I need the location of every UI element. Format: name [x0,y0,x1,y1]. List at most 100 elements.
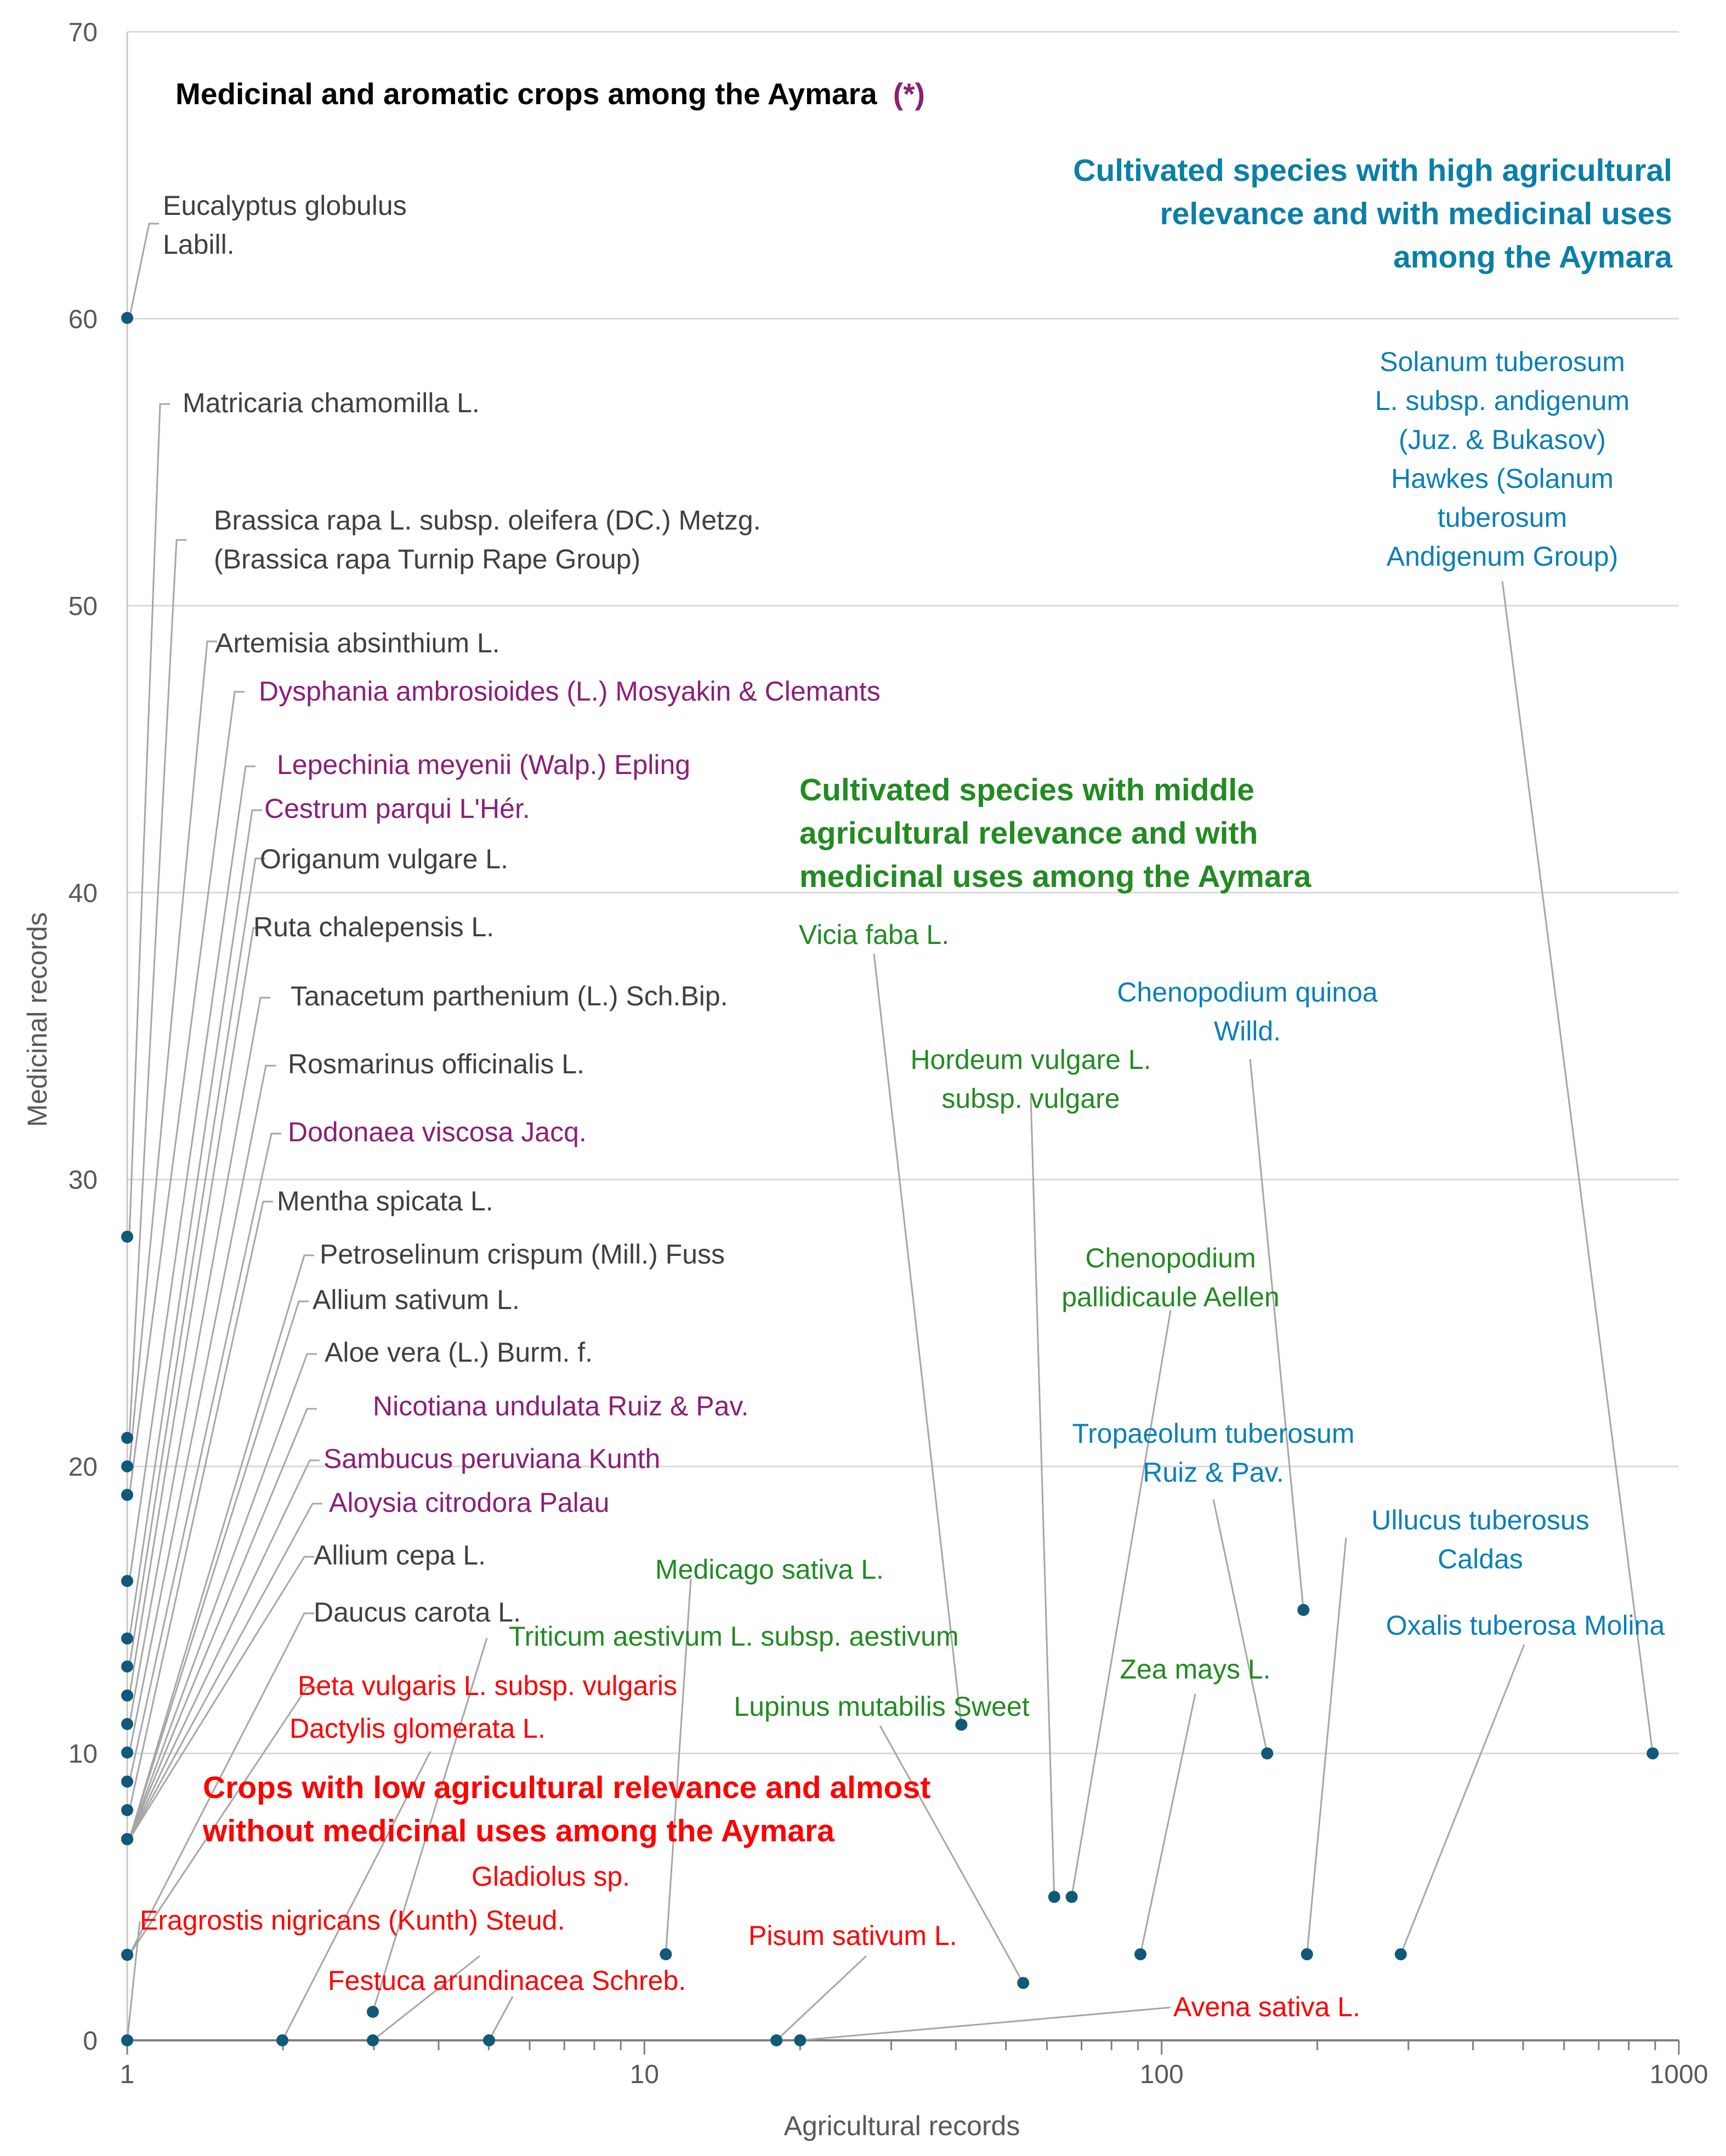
label-solanum-tuberosum-l-subsp-andigenum-juz-bukasov-hawkes-solanum-tuberosum-andigenum-group: Solanum tuberosum L. subsp. andigenum (Juz… [1375,346,1630,572]
point-origanum-vulgare-l[interactable] [121,1660,133,1673]
label-line: Gladiolus sp. [472,1861,630,1892]
label-mentha-spicata-l: Mentha spicata L. [277,1186,493,1216]
x-tick-label: 1000 [1650,2060,1708,2089]
y-tick-label: 50 [69,592,98,621]
label-line: Andigenum Group) [1387,541,1618,572]
point-beta-vulgaris-l-subsp-vulgaris[interactable] [121,1949,133,1961]
leader-line [1249,1059,1304,1611]
label-line: Caldas [1438,1544,1523,1574]
point-dactylis-glomerata-l[interactable] [276,2034,288,2046]
label-dactylis-glomerata-l: Dactylis glomerata L. [289,1713,546,1744]
label-line: Zea mays L. [1120,1654,1270,1685]
label-line: Petroselinum crispum (Mill.) Fuss [320,1239,725,1270]
leader-line [128,1353,317,1840]
leader-line [281,1751,432,2041]
label-cestrum-parqui-l-h-r: Cestrum parqui L'Hér. [264,793,530,824]
point-tropaeolum-tuberosum-ruiz-pav[interactable] [1261,1747,1274,1760]
label-matricaria-chamomilla-l: Matricaria chamomilla L. [183,388,480,418]
heading-high-relevance: Cultivated species with high agricultura… [1073,153,1673,275]
leader-line [1501,581,1654,1754]
label-gladiolus-sp: Gladiolus sp. [472,1861,630,1892]
y-tick-label: 40 [69,879,98,908]
point-dysphania-ambrosioides-l-mosyakin-clemants[interactable] [121,1489,133,1501]
point-eragrostis-nigricans-kunth-steud[interactable] [121,2034,133,2046]
point-lepechinia-meyenii-walp-epling[interactable] [121,1575,133,1587]
label-lepechinia-meyenii-walp-epling: Lepechinia meyenii (Walp.) Epling [277,749,690,780]
point-solanum-tuberosum-l-subsp-andigenum-juz-bukasov-hawkes-solanum-tuberosum-andigenum-group[interactable] [1646,1747,1659,1760]
point-hordeum-vulgare-l-subsp-vulgare[interactable] [1048,1891,1060,1903]
label-petroselinum-crispum-mill-fuss: Petroselinum crispum (Mill.) Fuss [320,1239,725,1270]
label-line: Labill. [163,229,235,260]
leader-line [1306,1537,1347,1955]
heading-line: agricultural relevance and with [799,816,1258,851]
label-oxalis-tuberosa-molina: Oxalis tuberosa Molina [1386,1610,1665,1641]
point-eucalyptus-globulus-labill[interactable] [121,312,133,324]
data-points [121,312,1659,2046]
x-axis-title: Agricultural records [784,2111,1020,2141]
label-hordeum-vulgare-l-subsp-vulgare: Hordeum vulgare L. subsp. vulgare [910,1044,1151,1114]
label-tropaeolum-tuberosum-ruiz-pav: Tropaeolum tuberosum Ruiz & Pav. [1072,1418,1354,1488]
label-festuca-arundinacea-schreb: Festuca arundinacea Schreb. [328,1965,686,1996]
point-gladiolus-sp[interactable] [483,2034,495,2046]
leader-lines [126,223,1654,2041]
point-cestrum-parqui-l-h-r[interactable] [121,1632,133,1645]
point-triticum-aestivum-l-subsp-aestivum[interactable] [367,2006,379,2018]
label-line: Medicago sativa L. [655,1554,884,1585]
label-line: Dactylis glomerata L. [289,1713,546,1744]
chart-title-text: Medicinal and aromatic crops among the A… [175,77,877,111]
point-mentha-spicata-l[interactable] [121,1804,133,1816]
point-dodonaea-viscosa-jacq[interactable] [121,1776,133,1788]
label-chenopodium-pallidicaule-aellen: Chenopodium pallidicaule Aellen [1061,1243,1280,1312]
label-line: Ullucus tuberosus [1371,1505,1589,1535]
label-ruta-chalepensis-l: Ruta chalepensis L. [253,912,494,942]
axes [126,32,1680,2055]
label-pisum-sativum-l: Pisum sativum L. [748,1920,957,1951]
point-labels: Eucalyptus globulus Labill. Matricaria cha… [140,190,1665,2022]
heading-line: relevance and with medicinal uses [1160,196,1672,231]
point-brassica-rapa-l-subsp-oleifera-dc-metzg-brassica-rapa-turnip-rape-group[interactable] [121,1432,133,1444]
point-artemisia-absinthium-l[interactable] [121,1460,133,1472]
point-avena-sativa-l[interactable] [794,2034,807,2046]
point-matricaria-chamomilla-l[interactable] [121,1231,133,1243]
label-chenopodium-quinoa-willd: Chenopodium quinoa Willd. [1117,977,1378,1046]
leader-line [128,691,245,1495]
heading-line: Cultivated species with high agricultura… [1073,153,1672,188]
point-ruta-chalepensis-l[interactable] [121,1689,133,1702]
point-allium-cepa-l[interactable] [121,1833,133,1845]
x-tick-label: 1 [120,2060,135,2089]
label-line: tuberosum [1438,502,1567,533]
point-chenopodium-quinoa-willd[interactable] [1297,1603,1310,1616]
leader-line [128,809,262,1639]
label-line: Solanum tuberosum [1379,346,1625,377]
leader-line [128,1556,314,1840]
point-vicia-faba-l[interactable] [955,1719,968,1731]
point-pisum-sativum-l[interactable] [770,2034,783,2046]
x-tick-label: 10 [630,2060,659,2089]
label-line: Eragrostis nigricans (Kunth) Steud. [140,1905,565,1936]
leader-line [126,1921,141,2041]
leader-line [776,1955,867,2041]
label-line: Dysphania ambrosioides (L.) Mosyakin & C… [259,676,881,707]
label-medicago-sativa-l: Medicago sativa L. [655,1554,884,1585]
point-rosmarinus-officinalis-l[interactable] [121,1747,133,1759]
point-festuca-arundinacea-schreb[interactable] [367,2034,379,2046]
leader-line [372,1955,480,2041]
label-line: Lupinus mutabilis Sweet [734,1691,1029,1722]
label-allium-sativum-l: Allium sativum L. [313,1284,520,1315]
label-line: Lepechinia meyenii (Walp.) Epling [277,749,690,780]
point-tanacetum-parthenium-l-sch-bip[interactable] [121,1718,133,1730]
label-line: pallidicaule Aellen [1061,1282,1280,1312]
point-ullucus-tuberosus-caldas[interactable] [1301,1948,1313,1960]
point-chenopodium-pallidicaule-aellen[interactable] [1065,1891,1078,1903]
point-medicago-sativa-l[interactable] [660,1948,672,1960]
label-line: (Brassica rapa Turnip Rape Group) [214,544,640,574]
point-lupinus-mutabilis-sweet[interactable] [1017,1977,1030,1989]
leader-line [1212,1499,1268,1754]
leader-line [800,2006,1171,2041]
leader-line [665,1578,692,1955]
label-eucalyptus-globulus-labill: Eucalyptus globulus Labill. [163,190,407,260]
point-zea-mays-l[interactable] [1134,1948,1147,1960]
label-lupinus-mutabilis-sweet: Lupinus mutabilis Sweet [734,1691,1029,1722]
point-oxalis-tuberosa-molina[interactable] [1394,1948,1407,1960]
